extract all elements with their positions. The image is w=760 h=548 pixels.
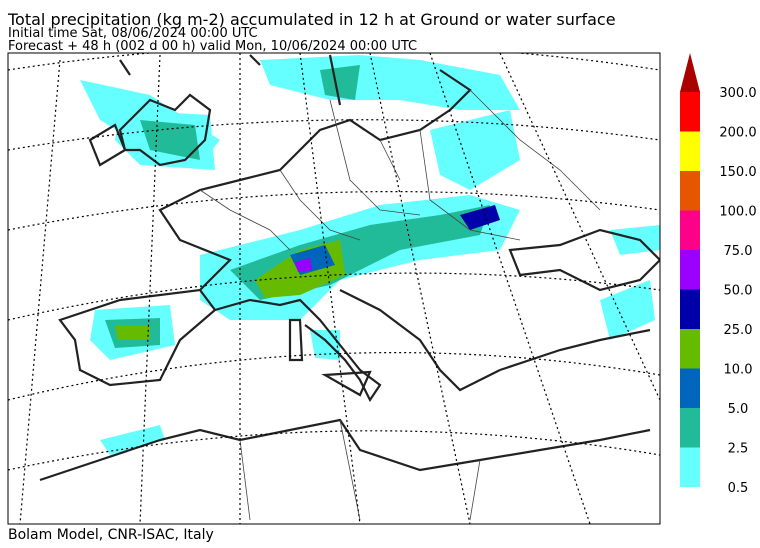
colorbar-box <box>680 171 700 211</box>
colorbar-label: 25.0 <box>724 323 753 338</box>
colorbar-label: 5.0 <box>728 402 749 417</box>
colorbar-label: 0.5 <box>728 481 749 496</box>
colorbar-box <box>680 368 700 408</box>
colorbar-box <box>680 250 700 290</box>
colorbar-label: 75.0 <box>724 244 753 259</box>
forecast-time: Forecast + 48 h (002 d 00 h) valid Mon, … <box>8 39 417 54</box>
colorbar-box <box>680 210 700 250</box>
initial-time: Initial time Sat, 08/06/2024 00:00 UTC <box>8 26 258 41</box>
title: Total precipitation (kg m-2) accumulated… <box>7 10 616 29</box>
credit: Bolam Model, CNR-ISAC, Italy <box>8 527 214 543</box>
colorbar-box <box>680 131 700 171</box>
graticule <box>8 53 660 524</box>
colorbar-box <box>680 289 700 329</box>
colorbar-label: 150.0 <box>719 165 756 180</box>
colorbar: 0.5 2.5 5.0 10.0 25.0 50.0 75.0 100.0 150.0 200.0… <box>680 53 757 496</box>
colorbar-box <box>680 447 700 487</box>
colorbar-label: 200.0 <box>719 126 756 141</box>
colorbar-label: 100.0 <box>719 205 756 220</box>
colorbar-label: 10.0 <box>724 363 753 378</box>
colorbar-box <box>680 408 700 448</box>
borders <box>199 89 601 521</box>
colorbar-label: 300.0 <box>719 86 756 101</box>
map <box>7 52 661 525</box>
map-frame <box>7 52 661 525</box>
colorbar-label: 50.0 <box>724 284 753 299</box>
colorbar-arrow <box>680 53 700 92</box>
colorbar-box <box>680 92 700 132</box>
colorbar-box <box>680 329 700 369</box>
colorbar-label: 2.5 <box>728 442 749 457</box>
precipitation <box>80 55 660 455</box>
